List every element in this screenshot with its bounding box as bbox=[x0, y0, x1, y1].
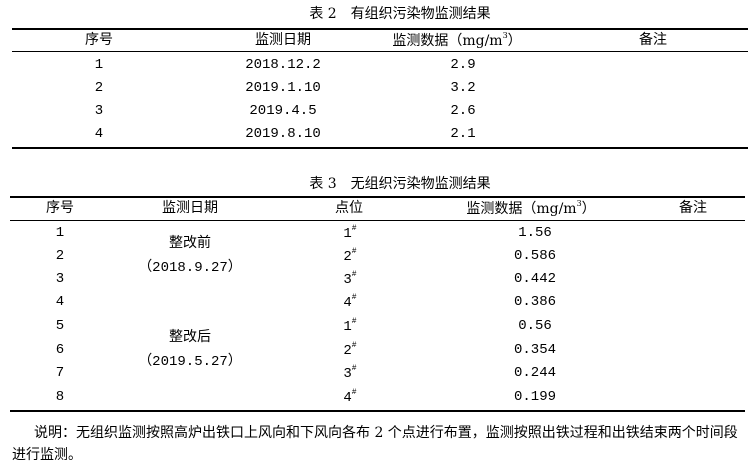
header-text: 监测数据（mg/m bbox=[392, 33, 503, 49]
cell-point: 4# bbox=[343, 388, 357, 406]
cell-value: 0.199 bbox=[513, 389, 557, 405]
table3-title: 表 3 无组织污染物监测结果 bbox=[309, 176, 491, 192]
cell-value: 2.6 bbox=[450, 103, 476, 119]
cell-date: 2019.4.5 bbox=[249, 103, 317, 119]
table3-header-point: 点位 bbox=[335, 200, 363, 216]
point-mark: # bbox=[351, 317, 357, 326]
cell-value: 0.442 bbox=[513, 271, 557, 287]
point-mark: # bbox=[351, 247, 357, 256]
point-number: 3 bbox=[343, 272, 352, 288]
group-label: 整改后 bbox=[169, 329, 211, 345]
cell-value: 0.244 bbox=[513, 365, 557, 381]
table3-header-remark: 备注 bbox=[679, 200, 707, 216]
point-mark: # bbox=[351, 224, 357, 233]
table2-header-no: 序号 bbox=[85, 32, 113, 48]
cell-point: 2# bbox=[343, 341, 357, 359]
cell-value: 0.354 bbox=[513, 342, 557, 358]
cell-value: 3.2 bbox=[450, 80, 476, 96]
cell-point: 1# bbox=[343, 317, 357, 335]
cell-no: 2 bbox=[94, 80, 104, 96]
cell-value: 0.586 bbox=[513, 248, 557, 264]
cell-no: 1 bbox=[94, 57, 104, 73]
cell-no: 7 bbox=[55, 365, 65, 381]
header-text: 监测数据（mg/m bbox=[466, 201, 577, 217]
table3-header-rule bbox=[10, 220, 745, 221]
cell-point: 2# bbox=[343, 247, 357, 265]
cell-point: 3# bbox=[343, 270, 357, 288]
cell-no: 5 bbox=[55, 318, 65, 334]
table2-header-value: 监测数据（mg/m3） bbox=[392, 31, 522, 49]
cell-value: 0.386 bbox=[513, 294, 557, 310]
point-number: 3 bbox=[343, 366, 352, 382]
header-close: ） bbox=[581, 201, 596, 217]
group-date: （2019.5.27） bbox=[138, 354, 242, 370]
cell-no: 1 bbox=[55, 225, 65, 241]
point-mark: # bbox=[351, 341, 357, 350]
cell-value: 1.56 bbox=[518, 225, 552, 241]
cell-no: 2 bbox=[55, 248, 65, 264]
cell-no: 4 bbox=[55, 294, 65, 310]
cell-point: 3# bbox=[343, 364, 357, 382]
cell-no: 3 bbox=[94, 103, 104, 119]
cell-value: 2.9 bbox=[450, 57, 476, 73]
point-mark: # bbox=[351, 388, 357, 397]
table2-bottom-rule bbox=[12, 147, 748, 149]
point-number: 4 bbox=[343, 390, 352, 406]
cell-no: 3 bbox=[55, 271, 65, 287]
cell-no: 8 bbox=[55, 389, 65, 405]
table2-top-rule bbox=[12, 28, 748, 30]
table3-header-no: 序号 bbox=[46, 200, 74, 216]
table3-bottom-rule bbox=[10, 410, 745, 412]
header-sup: 3 bbox=[576, 199, 582, 208]
header-close: ） bbox=[507, 33, 522, 49]
point-mark: # bbox=[351, 270, 357, 279]
table2-title: 表 2 有组织污染物监测结果 bbox=[309, 6, 491, 22]
table2-header-rule bbox=[12, 51, 748, 52]
table3-header-date: 监测日期 bbox=[162, 200, 218, 216]
group-label: 整改前 bbox=[169, 235, 211, 251]
header-sup: 3 bbox=[502, 31, 508, 40]
cell-point: 4# bbox=[343, 293, 357, 311]
cell-no: 6 bbox=[55, 342, 65, 358]
note-paragraph: 说明：无组织监测按照高炉出铁口上风向和下风向各布 2 个点进行布置，监测按照出铁… bbox=[12, 425, 738, 463]
cell-point: 1# bbox=[343, 224, 357, 242]
point-number: 1 bbox=[343, 226, 352, 242]
cell-no: 4 bbox=[94, 126, 104, 142]
table3-top-rule bbox=[10, 196, 745, 198]
point-number: 2 bbox=[343, 343, 352, 359]
cell-date: 2019.8.10 bbox=[245, 126, 321, 142]
point-number: 2 bbox=[343, 249, 352, 265]
point-number: 1 bbox=[343, 319, 352, 335]
cell-value: 2.1 bbox=[450, 126, 476, 142]
cell-date: 2019.1.10 bbox=[245, 80, 321, 96]
cell-value: 0.56 bbox=[518, 318, 552, 334]
group-date: （2018.9.27） bbox=[138, 260, 242, 276]
cell-date: 2018.12.2 bbox=[245, 57, 321, 73]
table2-header-remark: 备注 bbox=[639, 32, 667, 48]
point-mark: # bbox=[351, 364, 357, 373]
point-mark: # bbox=[351, 293, 357, 302]
table2-header-date: 监测日期 bbox=[255, 32, 311, 48]
table3-header-value: 监测数据（mg/m3） bbox=[466, 199, 596, 217]
point-number: 4 bbox=[343, 295, 352, 311]
